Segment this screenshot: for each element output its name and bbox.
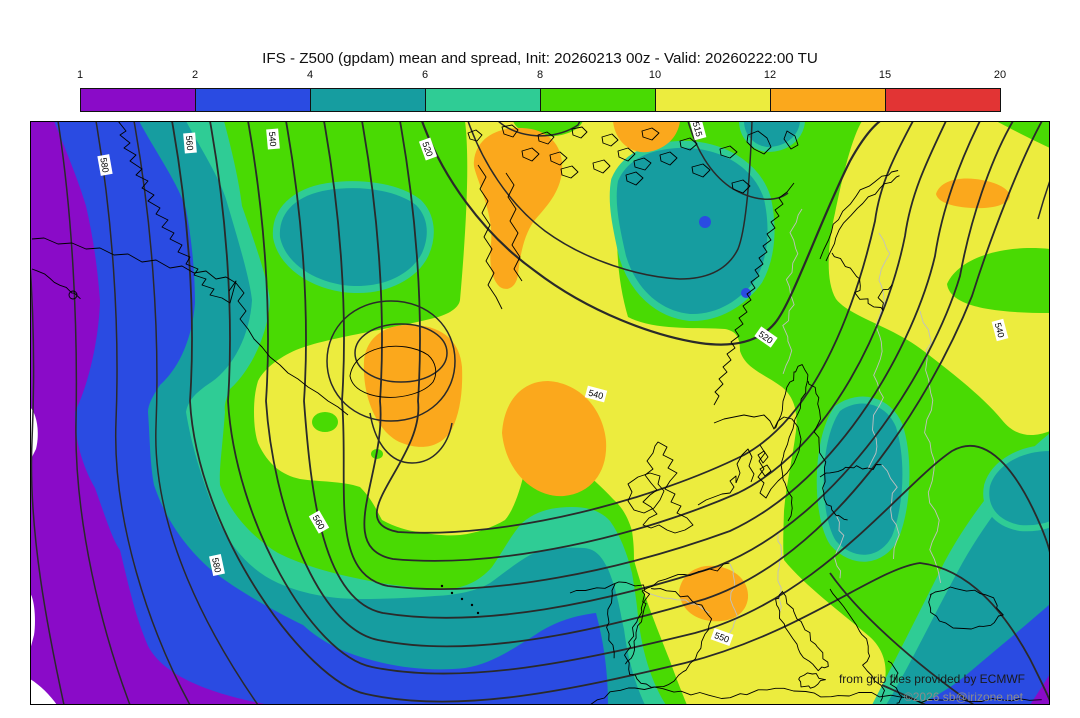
svg-text:580: 580 <box>98 157 110 174</box>
svg-text:540: 540 <box>993 322 1007 339</box>
svg-text:540: 540 <box>267 131 278 147</box>
svg-text:580: 580 <box>210 557 223 574</box>
svg-text:540: 540 <box>587 388 604 402</box>
svg-text:520: 520 <box>420 140 435 158</box>
svg-text:©2026 sb@irizone.net: ©2026 sb@irizone.net <box>904 690 1024 704</box>
svg-text:550: 550 <box>713 630 731 645</box>
svg-text:515: 515 <box>691 121 705 138</box>
svg-text:from grib files provided by EC: from grib files provided by ECMWF <box>839 672 1025 686</box>
svg-text:560: 560 <box>184 135 195 151</box>
